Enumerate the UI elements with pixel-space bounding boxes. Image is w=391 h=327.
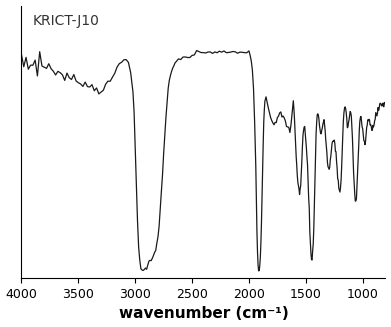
Text: KRICT-J10: KRICT-J10 [32, 14, 99, 28]
X-axis label: wavenumber (cm⁻¹): wavenumber (cm⁻¹) [118, 306, 288, 321]
